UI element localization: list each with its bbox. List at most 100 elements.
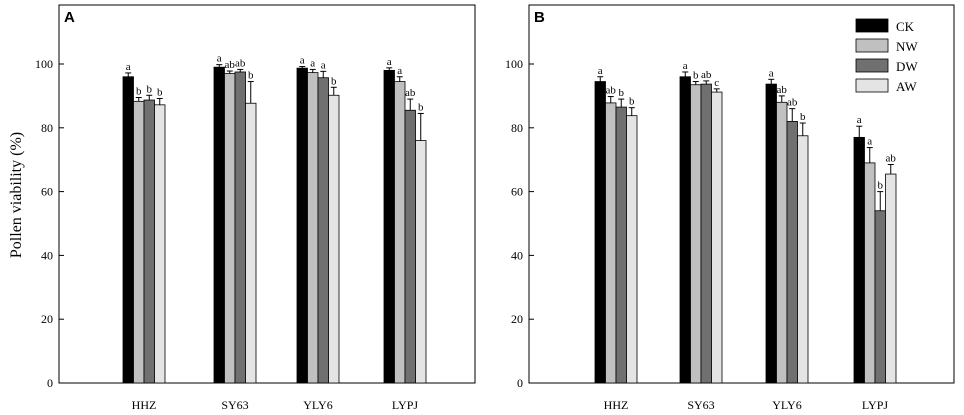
legend-swatch	[855, 38, 889, 53]
significance-letter: ab	[235, 57, 246, 69]
significance-letter: a	[300, 55, 305, 67]
bar	[626, 115, 638, 384]
plot-frame	[58, 4, 476, 384]
bar	[679, 76, 691, 384]
panel-label: A	[64, 9, 75, 26]
significance-letter: ab	[787, 97, 798, 109]
bar	[317, 77, 329, 384]
significance-letter: ab	[606, 85, 617, 97]
bar	[245, 102, 257, 384]
significance-letter: c	[714, 77, 719, 89]
legend-swatch	[855, 18, 889, 33]
bar	[234, 71, 246, 384]
x-tick-label: LYPJ	[392, 398, 418, 412]
significance-letter: b	[248, 70, 254, 82]
bar	[394, 81, 406, 384]
significance-letter: b	[878, 180, 884, 192]
bar	[154, 104, 166, 384]
legend-swatch	[855, 58, 889, 73]
bar	[296, 67, 308, 384]
y-tick-label: 80	[511, 121, 523, 135]
y-tick-label: 60	[41, 185, 53, 199]
y-tick-label: 40	[41, 248, 53, 262]
x-tick-label: HHZ	[132, 398, 157, 412]
bar	[885, 173, 897, 384]
significance-letter: a	[397, 65, 402, 77]
significance-letter: b	[800, 111, 806, 123]
x-tick-label: YLY6	[772, 398, 801, 412]
y-tick-label: 0	[47, 376, 53, 390]
significance-letter: a	[598, 65, 603, 77]
x-tick-label: LYPJ	[862, 398, 888, 412]
bar	[864, 162, 876, 384]
bar	[605, 102, 617, 384]
x-tick-label: YLY6	[303, 398, 332, 412]
significance-letter: ab	[225, 59, 236, 71]
bar	[328, 94, 340, 384]
significance-letter: b	[147, 83, 153, 95]
significance-letter: ab	[886, 152, 897, 164]
significance-letter: a	[769, 67, 774, 79]
significance-letter: b	[136, 85, 142, 97]
significance-letter: a	[126, 61, 131, 73]
y-tick-label: 20	[511, 312, 523, 326]
bar	[874, 210, 886, 384]
significance-letter: ab	[405, 87, 416, 99]
bar	[122, 76, 134, 384]
bar	[133, 100, 145, 384]
plot-frame	[528, 4, 955, 384]
significance-letter: b	[619, 87, 625, 99]
bar	[690, 84, 702, 384]
bar	[213, 66, 225, 384]
bar	[797, 135, 809, 384]
significance-letter: b	[331, 75, 337, 87]
bar	[415, 140, 427, 384]
y-axis-title: Pollen viability (%)	[8, 132, 25, 258]
bar	[224, 73, 236, 384]
legend-label: CK	[896, 19, 915, 34]
significance-letter: b	[418, 101, 424, 113]
significance-letter: ab	[701, 69, 712, 81]
panel-label: B	[534, 9, 545, 26]
legend-swatch	[855, 78, 889, 93]
y-tick-label: 100	[505, 57, 523, 71]
bar	[404, 109, 416, 384]
significance-letter: a	[857, 114, 862, 126]
significance-letter: a	[310, 57, 315, 69]
significance-letter: a	[867, 136, 872, 148]
legend-label: NW	[896, 39, 918, 54]
significance-letter: a	[683, 60, 688, 72]
y-tick-label: 40	[511, 248, 523, 262]
bar	[143, 99, 155, 384]
significance-letter: a	[321, 59, 326, 71]
bar	[615, 106, 627, 384]
legend-label: DW	[896, 59, 918, 74]
significance-letter: b	[693, 70, 699, 82]
bar	[594, 81, 606, 384]
y-tick-label: 60	[511, 185, 523, 199]
y-tick-label: 0	[517, 376, 523, 390]
bar	[853, 136, 865, 384]
x-tick-label: SY63	[221, 398, 248, 412]
y-tick-label: 100	[35, 57, 53, 71]
bar	[786, 121, 798, 384]
legend-label: AW	[896, 79, 917, 94]
x-tick-label: HHZ	[604, 398, 629, 412]
y-tick-label: 80	[41, 121, 53, 135]
significance-letter: a	[387, 56, 392, 68]
significance-letter: ab	[777, 84, 788, 96]
bar	[711, 91, 723, 384]
x-tick-label: SY63	[687, 398, 714, 412]
significance-letter: a	[217, 53, 222, 65]
bar	[776, 101, 788, 384]
significance-letter: b	[157, 86, 163, 98]
y-tick-label: 20	[41, 312, 53, 326]
bar	[307, 72, 319, 384]
bar	[383, 69, 395, 384]
significance-letter: b	[629, 96, 635, 108]
bar	[700, 83, 712, 384]
bar	[765, 83, 777, 384]
